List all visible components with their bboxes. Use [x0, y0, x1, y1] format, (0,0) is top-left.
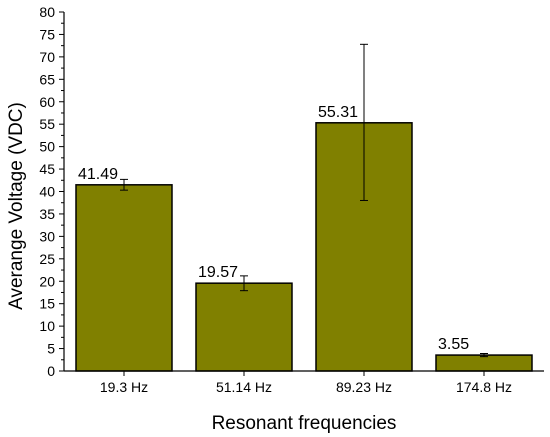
y-tick-label: 35	[39, 206, 55, 222]
y-tick-label: 50	[39, 139, 55, 155]
y-tick-label: 20	[39, 273, 55, 289]
x-axis-title: Resonant frequencies	[212, 413, 397, 434]
y-tick-label: 30	[39, 228, 55, 244]
x-tick-label: 174.8 Hz	[456, 379, 512, 395]
bar	[75, 184, 173, 372]
y-tick-label: 70	[39, 49, 55, 65]
y-tick-label: 10	[39, 318, 55, 334]
y-tick-label: 25	[39, 251, 55, 267]
y-tick-label: 55	[39, 116, 55, 132]
bar	[195, 282, 293, 372]
data-label: 19.57	[198, 264, 238, 281]
error-bars-layer	[120, 43, 488, 358]
y-axis-title: Averange Voltage (VDC)	[6, 102, 27, 310]
labels-layer: 41.49 19.3 Hz 19.57 51.14 Hz 55.31 89.23 Hz 3.…	[39, 4, 512, 395]
y-tick-label: 65	[39, 71, 55, 87]
x-tick-label: 19.3 Hz	[100, 379, 148, 395]
bars-layer	[75, 122, 533, 372]
axes-layer	[59, 11, 544, 376]
x-tick-label: 89.23 Hz	[336, 379, 392, 395]
bar	[435, 354, 533, 372]
y-tick-label: 45	[39, 161, 55, 177]
data-label: 3.55	[438, 336, 469, 353]
y-tick-label: 5	[47, 341, 55, 357]
data-label: 41.49	[78, 166, 118, 183]
y-tick-label: 80	[39, 4, 55, 20]
y-tick-label: 60	[39, 94, 55, 110]
x-tick-label: 51.14 Hz	[216, 379, 272, 395]
y-tick-label: 15	[39, 296, 55, 312]
data-label: 55.31	[318, 104, 358, 121]
y-tick-label: 75	[39, 26, 55, 42]
y-tick-label: 0	[47, 363, 55, 379]
y-tick-label: 40	[39, 184, 55, 200]
